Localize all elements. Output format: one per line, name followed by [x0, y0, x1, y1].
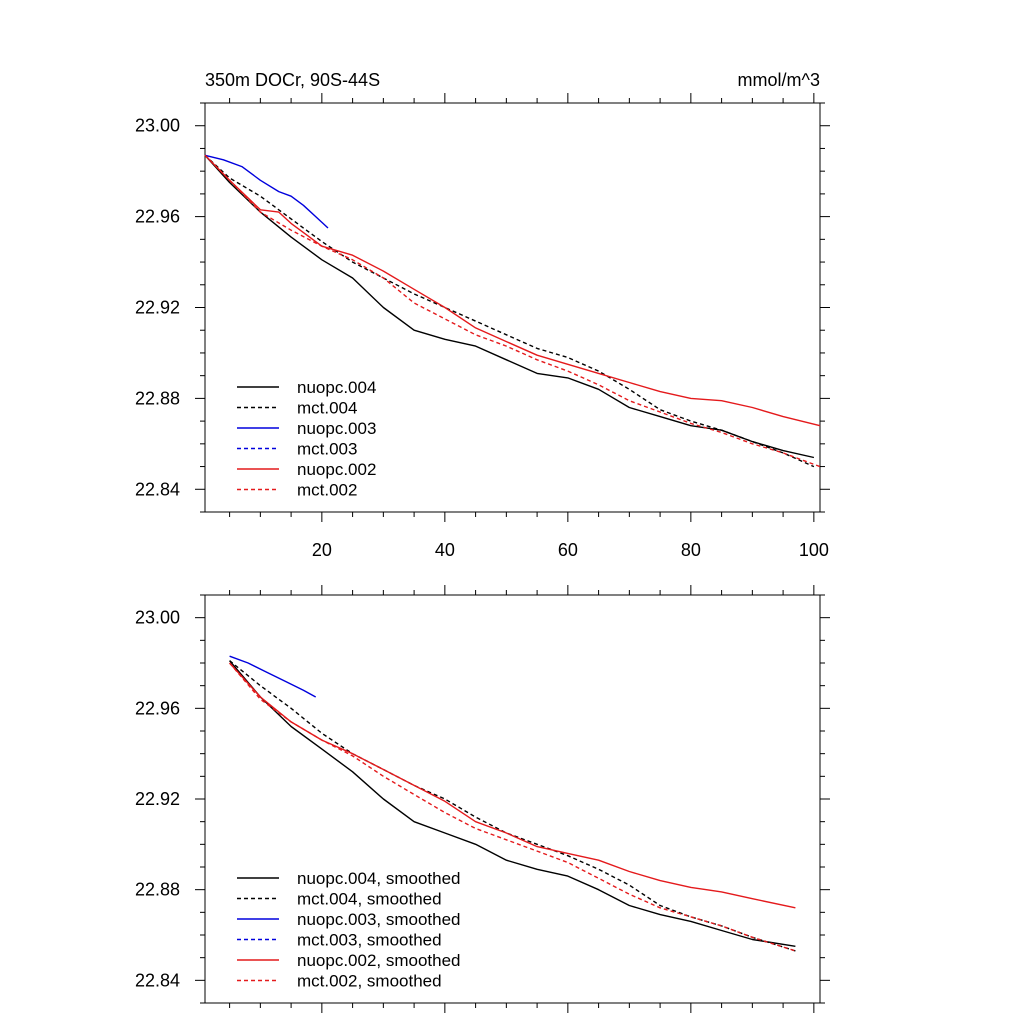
series-line — [229, 662, 796, 952]
legend-label: mct.003, smoothed — [297, 931, 442, 950]
legend-label: nuopc.002 — [297, 460, 376, 479]
legend-label: nuopc.004, smoothed — [297, 869, 461, 888]
x-tick-label: 80 — [681, 540, 701, 560]
legend-label: nuopc.003 — [297, 419, 376, 438]
x-tick-label: 100 — [799, 540, 829, 560]
y-tick-label: 22.88 — [135, 388, 180, 408]
y-tick-label: 22.84 — [135, 479, 180, 499]
series-line — [204, 154, 815, 468]
chart-title: 350m DOCr, 90S-44S — [205, 70, 380, 90]
series-line — [204, 154, 821, 468]
y-tick-label: 22.96 — [135, 207, 180, 227]
legend-label: mct.002, smoothed — [297, 972, 442, 991]
y-tick-label: 23.00 — [135, 116, 180, 136]
y-tick-label: 22.92 — [135, 298, 180, 318]
series-line — [204, 154, 329, 229]
bottom-chart-panel: 22.84 22.88 22.92 22.96 23.00 nuopc.004, smoo… — [135, 585, 830, 1013]
y-tick-label: 22.88 — [135, 880, 180, 900]
x-tick-label: 60 — [558, 540, 578, 560]
y-tick-label: 22.84 — [135, 970, 180, 990]
legend-label: mct.004, smoothed — [297, 890, 442, 909]
y-tick-label: 22.92 — [135, 789, 180, 809]
series-line — [229, 660, 796, 947]
x-tick-label: 20 — [312, 540, 332, 560]
legend-label: mct.002 — [297, 481, 357, 500]
legend-label: nuopc.004 — [297, 378, 376, 397]
series-line — [229, 655, 317, 698]
legend-label: nuopc.003, smoothed — [297, 910, 461, 929]
y-tick-label: 22.96 — [135, 698, 180, 718]
legend-label: mct.004 — [297, 399, 357, 418]
legend-label: nuopc.002, smoothed — [297, 951, 461, 970]
series-line — [204, 154, 821, 427]
legend-label: mct.003 — [297, 440, 357, 459]
top-chart-panel: 350m DOCr, 90S-44S mmol/m^3 20 40 60 80 100 2… — [135, 70, 830, 560]
series-line — [204, 154, 815, 459]
units-label: mmol/m^3 — [738, 70, 820, 90]
x-tick-label: 40 — [435, 540, 455, 560]
y-tick-label: 23.00 — [135, 608, 180, 628]
